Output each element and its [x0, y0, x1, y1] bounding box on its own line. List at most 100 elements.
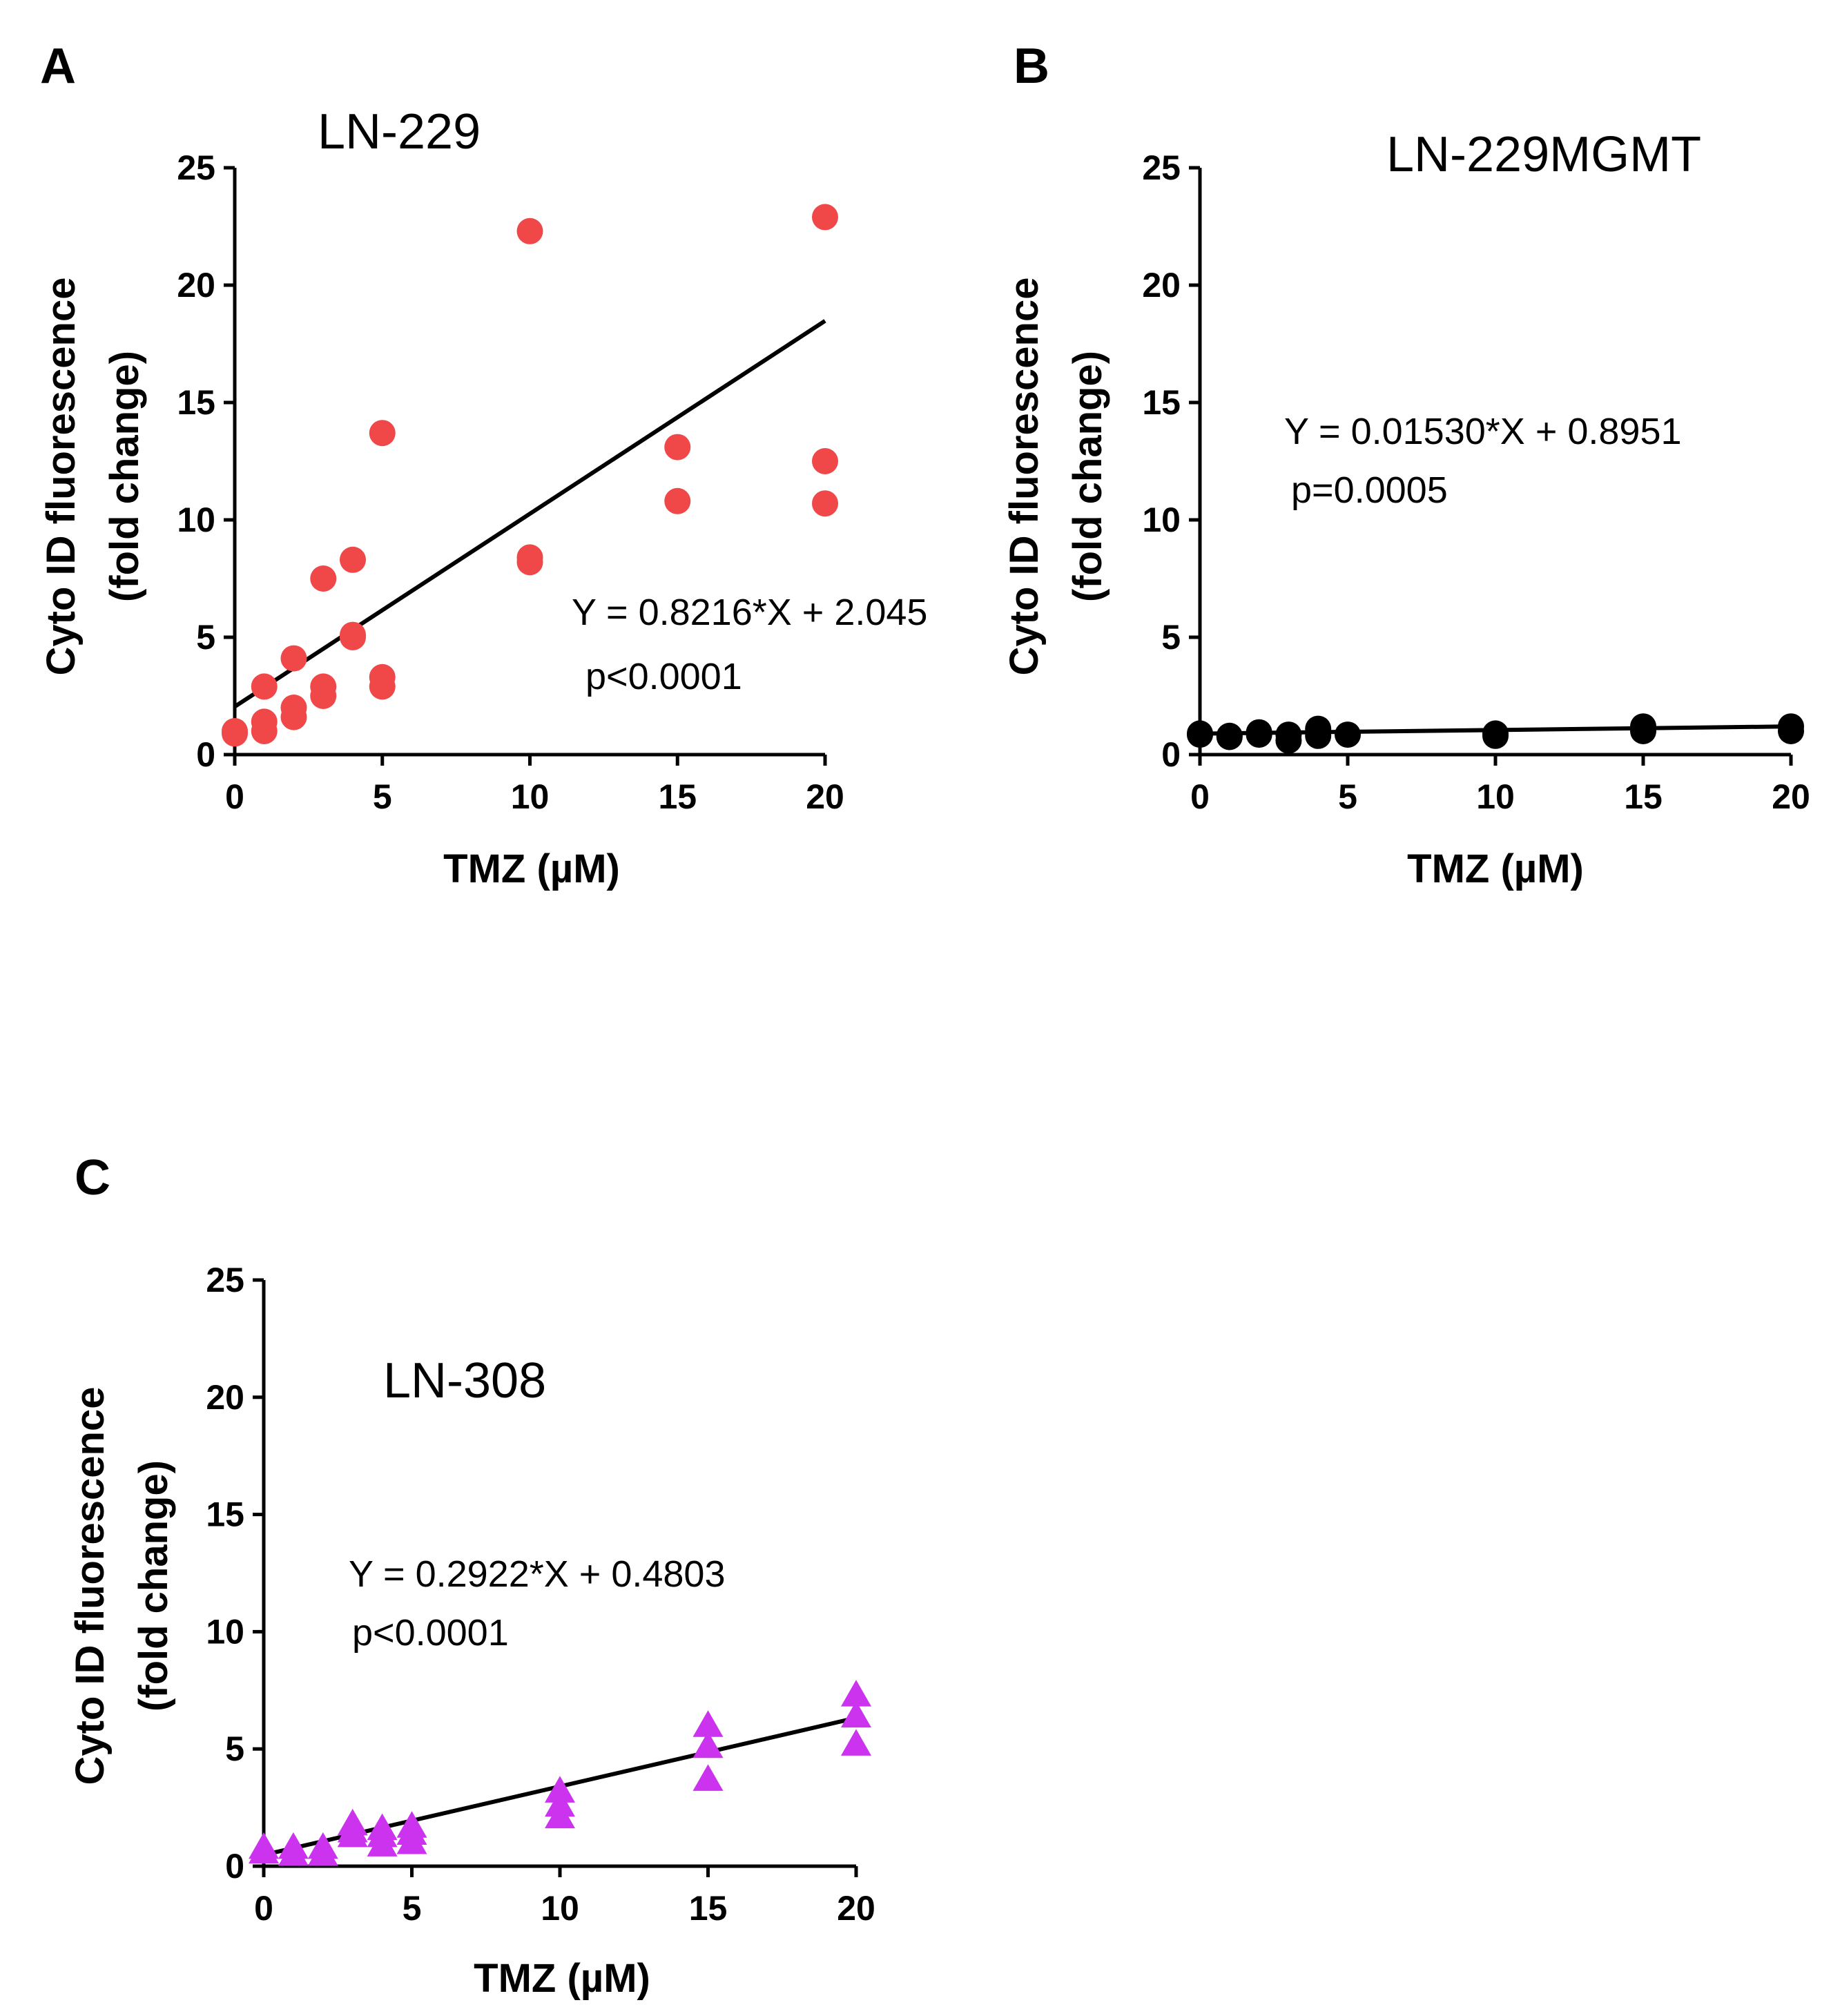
data-point-a — [280, 704, 307, 730]
y-tick-label-c: 5 — [225, 1729, 244, 1768]
y-tick-label-b: 15 — [1142, 383, 1181, 422]
data-point-c — [692, 1764, 724, 1791]
y-tick-label-a: 10 — [177, 501, 215, 539]
x-tick-label-c: 15 — [689, 1889, 728, 1928]
data-point-a — [369, 673, 396, 700]
chart-panel-c: 0 5 10 15 20 25 0 5 10 15 20 LN-308 Y = 0.2922*X +… — [68, 1261, 875, 2001]
y-tick-label-b: 0 — [1161, 735, 1181, 774]
y-axis-label-line2-c: (fold change) — [131, 1460, 176, 1712]
x-axis-label-c: TMZ (µM) — [474, 1956, 650, 2001]
y-tick-label-b: 5 — [1161, 618, 1181, 657]
x-tick-label-b: 5 — [1338, 777, 1357, 816]
points-c — [249, 1680, 871, 1866]
x-axis-label-a: TMZ (µM) — [443, 846, 620, 891]
x-tick-label-b: 20 — [1772, 777, 1810, 816]
data-point-c — [692, 1710, 724, 1737]
data-point-b — [1335, 721, 1361, 748]
data-point-a — [251, 718, 278, 744]
panel-label-c: C — [75, 1150, 110, 1205]
data-point-a — [280, 645, 307, 672]
data-point-a — [340, 624, 366, 650]
y-tick-label-c: 20 — [206, 1378, 244, 1417]
data-point-c — [278, 1839, 309, 1866]
panel-label-b: B — [1014, 39, 1049, 94]
chart-title-b: LN-229MGMT — [1386, 127, 1701, 182]
equation-b: Y = 0.01530*X + 0.8951 — [1284, 411, 1682, 452]
axes-b — [1198, 168, 1791, 757]
data-point-c — [841, 1680, 871, 1707]
data-point-c — [396, 1828, 427, 1854]
y-tick-label-a: 0 — [196, 735, 215, 774]
data-point-a — [369, 420, 396, 447]
p-value-a: p<0.0001 — [585, 656, 742, 697]
p-value-b: p=0.0005 — [1291, 469, 1448, 511]
data-point-c — [692, 1731, 724, 1758]
data-point-c — [367, 1830, 398, 1857]
data-point-a — [812, 448, 838, 474]
y-tick-label-c: 25 — [206, 1261, 244, 1299]
ticks-a: 0 5 10 15 20 25 0 5 10 15 20 — [177, 148, 844, 816]
data-point-c — [545, 1776, 575, 1803]
x-tick-label-b: 15 — [1624, 777, 1663, 816]
data-point-a — [340, 546, 366, 573]
x-tick-label-a: 0 — [225, 777, 244, 816]
chart-title-a: LN-229 — [318, 104, 481, 159]
y-tick-label-b: 20 — [1142, 266, 1181, 304]
x-tick-label-a: 15 — [658, 777, 697, 816]
data-point-a — [310, 683, 337, 709]
data-point-a — [251, 673, 278, 700]
data-point-b — [1482, 722, 1509, 749]
ticks-b: 0 5 10 15 20 25 0 5 10 15 20 — [1142, 148, 1810, 816]
data-point-c — [249, 1836, 279, 1864]
data-point-a — [516, 549, 543, 576]
data-point-b — [1630, 718, 1656, 744]
data-point-a — [310, 565, 337, 592]
fit-line-a — [233, 319, 826, 708]
y-tick-label-a: 20 — [177, 266, 215, 304]
data-point-b — [1246, 721, 1272, 748]
regression-line-a — [233, 319, 826, 708]
data-point-c — [841, 1700, 871, 1728]
x-tick-label-b: 0 — [1190, 777, 1210, 816]
chart-title-c: LN-308 — [383, 1353, 546, 1408]
data-point-b — [1778, 718, 1804, 744]
y-tick-label-c: 15 — [206, 1495, 244, 1534]
equation-c: Y = 0.2922*X + 0.4803 — [349, 1553, 725, 1595]
chart-panel-b: 0 5 10 15 20 25 0 5 10 15 20 LN-229MGMT Y = 0.0153… — [1002, 127, 1810, 891]
x-tick-label-a: 5 — [373, 777, 392, 816]
y-tick-label-b: 10 — [1142, 501, 1181, 539]
y-axis-label-line2-b: (fold change) — [1065, 351, 1110, 602]
ticks-c: 0 5 10 15 20 25 0 5 10 15 20 — [206, 1261, 875, 1928]
p-value-c: p<0.0001 — [352, 1612, 509, 1654]
x-tick-label-c: 10 — [541, 1889, 579, 1928]
data-point-b — [1305, 722, 1332, 749]
y-tick-label-a: 15 — [177, 383, 215, 422]
x-tick-label-a: 20 — [806, 777, 844, 816]
data-point-a — [664, 487, 691, 514]
data-point-c — [307, 1839, 338, 1866]
data-point-a — [812, 204, 838, 231]
y-tick-label-c: 0 — [225, 1847, 244, 1886]
x-tick-label-c: 20 — [837, 1889, 875, 1928]
data-point-c — [545, 1801, 575, 1829]
panel-label-a: A — [40, 39, 76, 94]
points-b — [1187, 713, 1804, 754]
data-point-a — [812, 490, 838, 517]
x-axis-label-b: TMZ (µM) — [1407, 846, 1584, 891]
x-tick-label-b: 10 — [1476, 777, 1515, 816]
y-tick-label-c: 10 — [206, 1612, 244, 1651]
y-axis-label-line1-c: Cyto ID fluorescence — [68, 1387, 113, 1785]
data-point-b — [1275, 727, 1302, 754]
x-tick-label-a: 10 — [511, 777, 550, 816]
data-point-b — [1216, 724, 1243, 750]
data-point-a — [222, 718, 248, 744]
y-tick-label-a: 25 — [177, 148, 215, 187]
y-axis-label-line1-a: Cyto ID fluorescence — [39, 278, 84, 676]
x-tick-label-c: 0 — [254, 1889, 273, 1928]
data-point-a — [664, 434, 691, 461]
chart-panel-a: 0 5 10 15 20 25 0 5 10 15 20 LN-229 Y = 0.8216*X +… — [39, 104, 927, 891]
y-axis-label-line2-a: (fold change) — [102, 351, 147, 602]
y-tick-label-a: 5 — [196, 618, 215, 657]
y-tick-label-b: 25 — [1142, 148, 1181, 187]
